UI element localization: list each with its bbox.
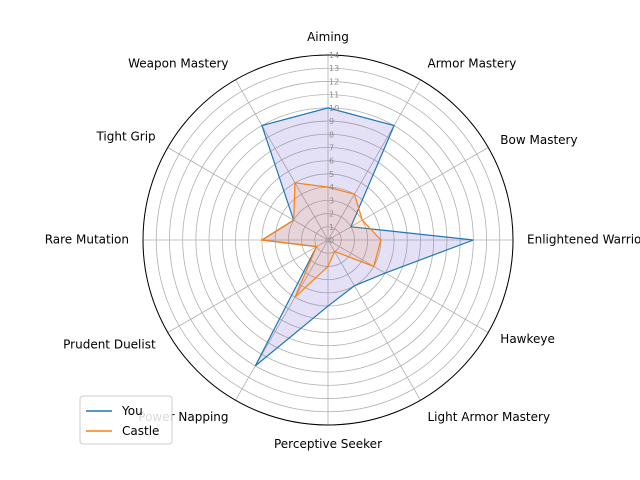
grid-spoke: [235, 79, 329, 241]
category-label: Rare Mutation: [45, 233, 129, 247]
series-line-castle: [260, 182, 382, 298]
legend-frame: [79, 395, 173, 445]
category-label: Tight Grip: [95, 130, 155, 144]
radial-tick-label: 4: [329, 183, 334, 192]
category-label: Weapon Mastery: [128, 57, 228, 71]
category-label: Perceptive Seeker: [274, 437, 382, 451]
radial-tick-label: 8: [329, 130, 334, 139]
radial-tick-label: 0: [329, 236, 334, 245]
series-area-castle: [261, 182, 381, 298]
grid-spoke: [167, 239, 329, 333]
category-label: Armor Mastery: [428, 57, 517, 71]
radial-tick-label: 9: [329, 117, 334, 126]
legend-label: You: [121, 404, 143, 418]
radial-tick-label: 3: [329, 196, 334, 205]
grid-spoke: [327, 239, 421, 401]
grid-spoke: [327, 79, 421, 241]
category-label: Bow Mastery: [500, 133, 577, 147]
legend: You Castle: [79, 395, 173, 445]
category-label: Enlightened Warrior: [527, 233, 640, 247]
grid-spoke: [235, 239, 329, 401]
grid-spoke: [327, 239, 489, 333]
category-label: Hawkeye: [500, 332, 555, 346]
radial-tick-label: 7: [329, 144, 334, 153]
radial-tick-label: 2: [329, 210, 334, 219]
grid-spoke: [167, 147, 329, 241]
legend-label: Castle: [122, 424, 159, 438]
category-label: Aiming: [307, 30, 349, 44]
radial-tick-label: 14: [329, 51, 339, 60]
radial-tick-label: 11: [329, 91, 339, 100]
category-labels: Aiming Armor Mastery Bow Mastery Enlightene…: [45, 30, 640, 451]
category-label: Prudent Duelist: [63, 337, 156, 351]
polar-frame: [142, 54, 514, 426]
radial-tick-label: 10: [329, 104, 339, 113]
grid-spoke: [327, 147, 489, 241]
radial-tick-label: 12: [329, 77, 339, 86]
radial-tick-label: 5: [329, 170, 334, 179]
radial-tick-label: 13: [329, 64, 339, 73]
radial-tick-label: 6: [329, 157, 334, 166]
category-label: Light Armor Mastery: [428, 410, 551, 424]
radial-tick-label: 1: [329, 223, 334, 232]
series-group: [254, 107, 474, 367]
series-area-you: [255, 107, 474, 366]
